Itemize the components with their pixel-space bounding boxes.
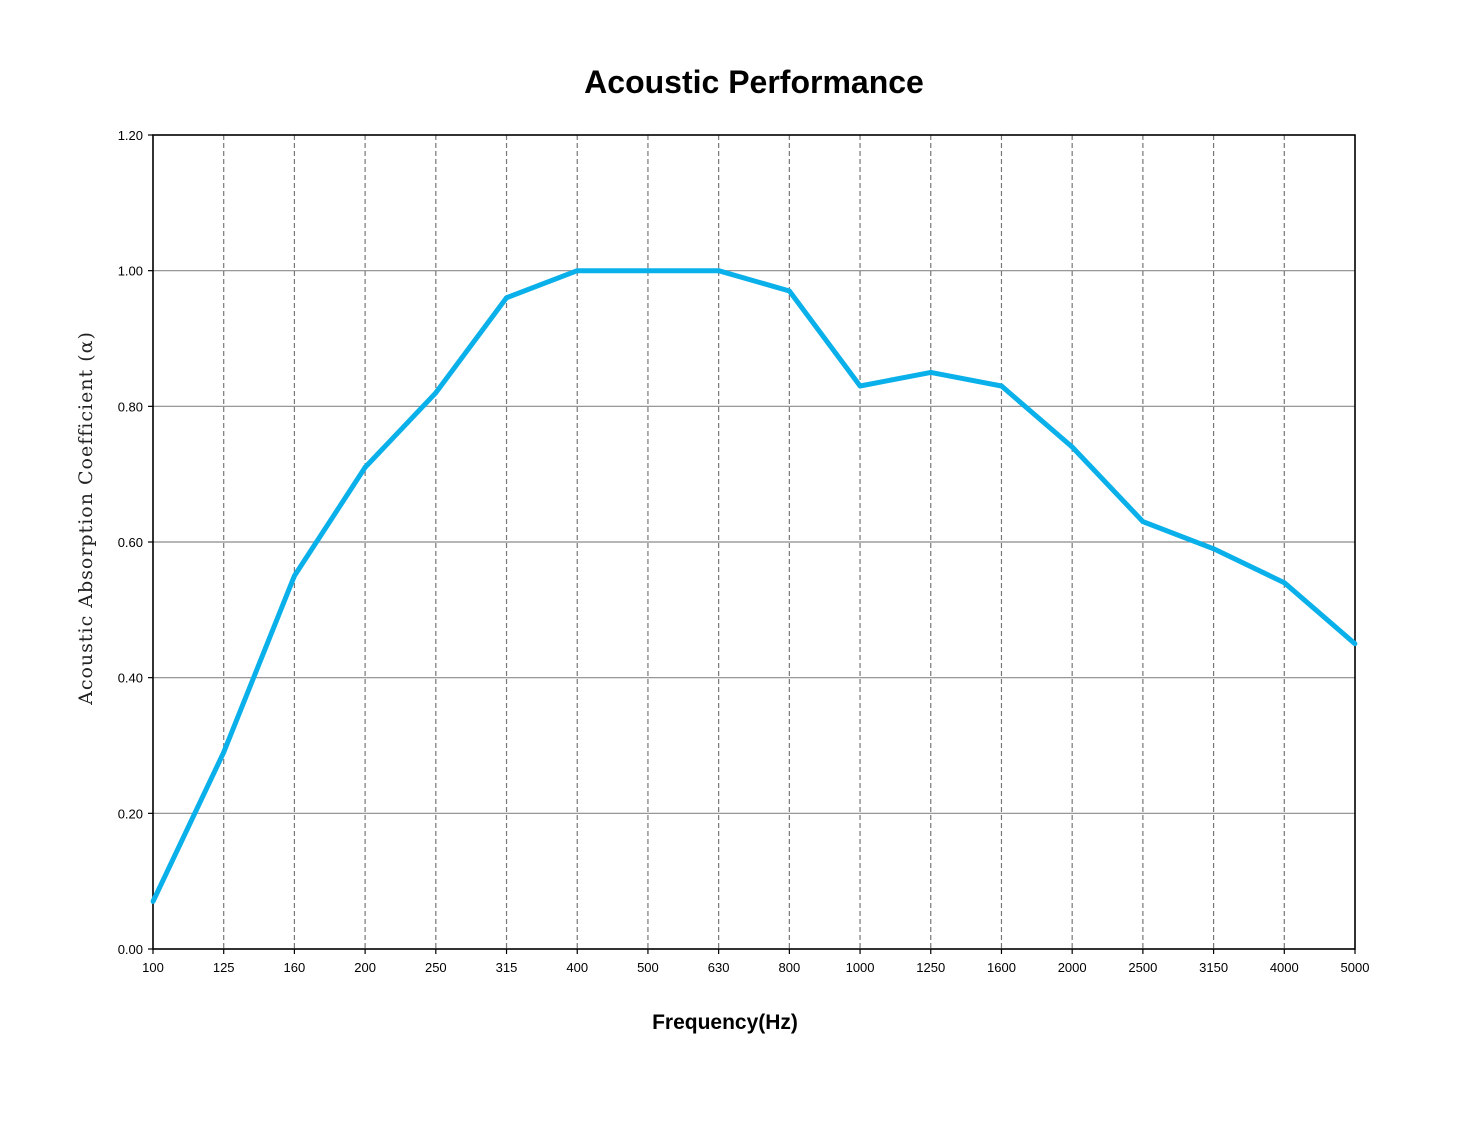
data-point <box>928 370 934 375</box>
y-tick-label: 0.60 <box>118 535 143 550</box>
x-tick-label: 400 <box>566 960 588 975</box>
x-tick-label: 800 <box>779 960 801 975</box>
data-point <box>1281 580 1287 586</box>
data-point <box>716 268 722 274</box>
x-tick-label: 1000 <box>846 960 875 975</box>
x-tick-label: 630 <box>708 960 730 975</box>
axis-layer: 0.00 0.20 0.40 0.60 0.80 1.00 1.20 100 125 160 200… <box>118 128 1370 975</box>
data-point <box>786 288 792 294</box>
data-point <box>1140 519 1146 525</box>
y-tick-label: 1.00 <box>118 264 143 279</box>
data-point <box>433 390 439 396</box>
data-point <box>221 749 227 755</box>
x-tick-label: 100 <box>142 960 164 975</box>
grid-layer <box>153 135 1355 949</box>
y-tick-label: 0.00 <box>118 942 143 957</box>
x-tick-label: 500 <box>637 960 659 975</box>
data-point <box>857 383 863 389</box>
x-tick-label: 160 <box>284 960 306 975</box>
y-tick-label: 0.20 <box>118 806 143 821</box>
x-tick-label: 5000 <box>1341 960 1370 975</box>
data-point <box>1211 546 1216 552</box>
x-tick-label: 125 <box>213 960 235 975</box>
data-point <box>1352 641 1358 647</box>
data-point <box>999 383 1004 389</box>
series-layer <box>150 268 1358 904</box>
x-tick-label: 2500 <box>1128 960 1157 975</box>
data-point <box>1069 444 1075 450</box>
chart-title: Acoustic Performance <box>584 64 924 100</box>
data-point <box>362 464 368 470</box>
data-point <box>504 295 509 301</box>
y-tick-label: 1.20 <box>118 128 143 143</box>
y-axis-label: Acoustic Absorption Coefficient (α) <box>75 331 97 706</box>
x-tick-label: 200 <box>354 960 376 975</box>
data-point <box>645 268 651 274</box>
x-tick-label: 1600 <box>987 960 1016 975</box>
data-point <box>292 573 297 579</box>
data-point <box>574 268 580 274</box>
x-tick-label: 4000 <box>1270 960 1299 975</box>
y-tick-label: 0.40 <box>118 671 143 686</box>
x-tick-label: 3150 <box>1199 960 1228 975</box>
x-tick-label: 250 <box>425 960 447 975</box>
x-axis-label: Frequency(Hz) <box>652 1011 798 1034</box>
data-point <box>150 899 156 904</box>
x-tick-label: 2000 <box>1058 960 1087 975</box>
y-tick-label: 0.80 <box>118 399 143 414</box>
x-tick-label: 1250 <box>916 960 945 975</box>
x-tick-label: 315 <box>496 960 518 975</box>
absorption-series-line <box>150 268 1357 903</box>
